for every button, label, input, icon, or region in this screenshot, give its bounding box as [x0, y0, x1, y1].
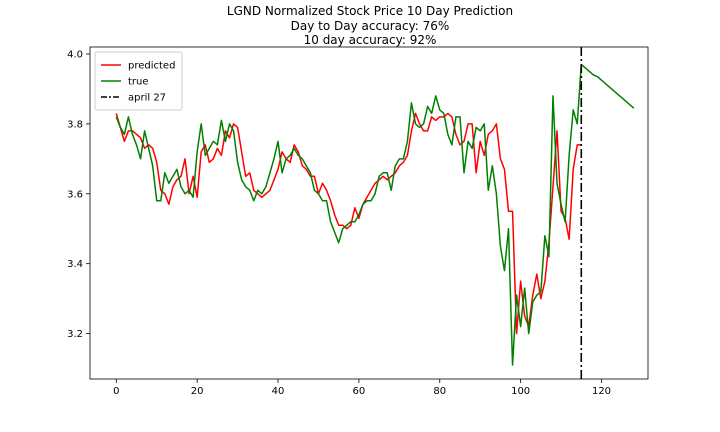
y-tick-label: 3.8: [67, 119, 83, 130]
chart-title: LGND Normalized Stock Price 10 Day Predi…: [226, 4, 514, 18]
y-tick-label: 4.0: [67, 49, 83, 60]
x-tick-label: 0: [113, 386, 119, 397]
x-tick-label: 100: [511, 386, 530, 397]
legend-box: [94, 51, 183, 111]
x-axis: 0 20 40 60 80 100 120: [113, 379, 611, 397]
legend-label-true: true: [128, 77, 149, 88]
x-tick-label: 120: [592, 386, 611, 397]
chart-subtitle-day-accuracy: Day to Day accuracy: 76%: [290, 18, 450, 33]
chart-title-block: LGND Normalized Stock Price 10 Day Predi…: [0, 4, 720, 48]
legend-label-predicted: predicted: [128, 61, 175, 72]
series-line-true: [115, 63, 635, 366]
legend-label-april-27: april 27: [128, 93, 166, 104]
series-layer: [115, 63, 635, 366]
y-tick-label: 3.6: [67, 189, 83, 200]
y-tick-label: 3.2: [67, 329, 83, 340]
y-tick-label: 3.4: [67, 259, 83, 270]
series-line-predicted: [115, 112, 582, 335]
x-tick-label: 40: [272, 386, 285, 397]
legend: predicted true april 27: [94, 51, 183, 111]
y-axis: 3.2 3.4 3.6 3.8 4.0: [67, 49, 90, 340]
x-tick-label: 60: [353, 386, 366, 397]
plot-frame: [89, 46, 649, 380]
x-tick-label: 80: [433, 386, 446, 397]
x-tick-label: 20: [191, 386, 204, 397]
chart-subtitle-10day-accuracy: 10 day accuracy: 92%: [303, 33, 437, 47]
